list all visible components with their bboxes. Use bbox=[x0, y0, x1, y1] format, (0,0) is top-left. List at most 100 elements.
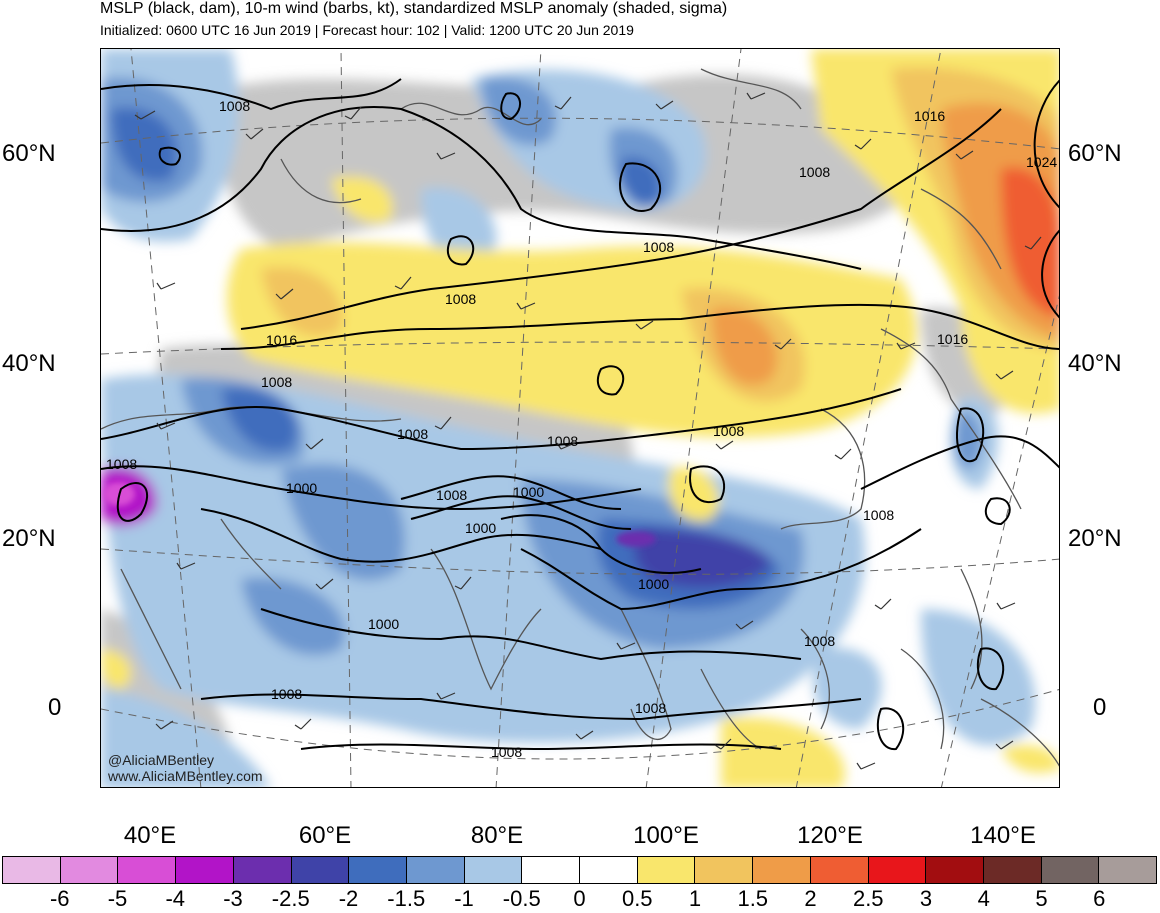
contour-label: 1008 bbox=[799, 164, 830, 180]
colorbar-swatch bbox=[810, 857, 869, 883]
colorbar-tick-label: -6 bbox=[49, 886, 70, 911]
colorbar-tick-label: -0.5 bbox=[502, 886, 541, 911]
negative-anomaly-light bbox=[813, 647, 882, 729]
contour-label: 1000 bbox=[465, 520, 496, 536]
contour-label: 1008 bbox=[445, 291, 476, 307]
positive-anomaly-severe bbox=[1001, 167, 1059, 319]
colorbar-tick-label: 6 bbox=[1093, 886, 1106, 911]
contour-label: 1000 bbox=[286, 480, 317, 496]
colorbar-swatch bbox=[868, 857, 927, 883]
contour-label: 1008 bbox=[261, 374, 292, 390]
contour-label: 1008 bbox=[436, 487, 467, 503]
colorbar-tick-label: 2.5 bbox=[852, 886, 884, 911]
colorbar-tick-label: 0 bbox=[573, 886, 586, 911]
credit-handle: @AliciaMBentley bbox=[108, 752, 215, 768]
colorbar-swatch bbox=[60, 857, 119, 883]
map-panel[interactable]: 1008 1016 1024 1008 1008 1016 1008 1008 … bbox=[100, 48, 1060, 788]
colorbar-tick-label: -1.5 bbox=[387, 886, 426, 911]
contour-label: 1016 bbox=[937, 331, 968, 347]
colorbar-swatch bbox=[983, 857, 1042, 883]
lon-label: 100°E bbox=[633, 822, 699, 849]
contour-label: 1008 bbox=[219, 98, 250, 114]
colorbar-swatch bbox=[695, 857, 754, 883]
colorbar-tick-label: 1 bbox=[688, 886, 702, 911]
colorbar-tick-label: -4 bbox=[165, 886, 186, 911]
lat-label-left: 0 bbox=[48, 694, 62, 721]
contour-label: 1016 bbox=[914, 108, 945, 124]
colorbar-swatch bbox=[580, 857, 638, 883]
colorbar-tick-label: 0.5 bbox=[621, 886, 653, 911]
colorbar-swatch bbox=[753, 857, 811, 883]
colorbar-swatch bbox=[464, 857, 523, 883]
colorbar-swatch bbox=[1041, 857, 1100, 883]
positive-anomaly-medium bbox=[261, 267, 343, 337]
contour-label: 1008 bbox=[491, 744, 522, 760]
lon-label: 60°E bbox=[298, 822, 352, 849]
wind-barbs bbox=[134, 92, 1042, 770]
isobars bbox=[101, 78, 1059, 751]
lat-label-left: 60°N bbox=[2, 140, 56, 167]
negative-anomaly-strong bbox=[111, 107, 178, 182]
contour-label: 1024 bbox=[1026, 154, 1057, 170]
lat-label-left: 40°N bbox=[2, 350, 56, 377]
contour-label: 1008 bbox=[547, 433, 578, 449]
colorbar-swatch bbox=[233, 857, 292, 883]
negative-anomaly-light bbox=[421, 187, 497, 267]
colorbar-tick-label: 2 bbox=[804, 886, 817, 911]
lon-label: 120°E bbox=[797, 822, 863, 849]
colorbar-tick-label: -5 bbox=[107, 886, 128, 911]
colorbar-swatch bbox=[926, 857, 984, 883]
negative-anomaly-strong bbox=[221, 387, 298, 452]
contour-label: 1016 bbox=[266, 332, 297, 348]
colorbar-swatch bbox=[637, 857, 696, 883]
negative-anomaly-light bbox=[101, 374, 865, 743]
negative-anomaly-medium bbox=[281, 463, 405, 581]
contour-label: 1008 bbox=[397, 426, 428, 442]
coastlines bbox=[101, 68, 1059, 767]
lon-label: 40°E bbox=[123, 822, 177, 849]
positive-anomaly-light bbox=[331, 176, 393, 223]
colorbar-tick-label: -3 bbox=[223, 886, 243, 911]
colorbar-swatch bbox=[349, 857, 407, 883]
contour-label: 1008 bbox=[863, 507, 894, 523]
colorbar-tick-label: 1.5 bbox=[737, 886, 769, 911]
contour-label: 1008 bbox=[643, 239, 674, 255]
colorbar bbox=[2, 856, 1157, 884]
contour-label: 1008 bbox=[635, 700, 666, 716]
lat-label-right: 20°N bbox=[1068, 525, 1122, 552]
contour-labels: 1008 1016 1024 1008 1008 1016 1008 1008 … bbox=[106, 98, 1057, 760]
colorbar-tick-label: -2.5 bbox=[271, 886, 310, 911]
colorbar-swatch bbox=[291, 857, 350, 883]
credit-website: www.AliciaMBentley.com bbox=[108, 768, 263, 784]
colorbar-swatch bbox=[406, 857, 465, 883]
colorbar-tick-label: 4 bbox=[977, 886, 990, 911]
negative-anomaly-light bbox=[921, 609, 1036, 746]
positive-anomaly-light bbox=[1001, 745, 1059, 773]
lon-label: 80°E bbox=[470, 822, 524, 849]
map-subtitle: Initialized: 0600 UTC 16 Jun 2019 | Fore… bbox=[100, 22, 634, 38]
lat-label-right: 40°N bbox=[1068, 350, 1122, 377]
positive-anomaly-light bbox=[721, 717, 845, 787]
positive-anomaly-strong bbox=[711, 307, 778, 386]
colorbar-swatch bbox=[118, 857, 177, 883]
map-title: MSLP (black, dam), 10-m wind (barbs, kt)… bbox=[100, 0, 728, 17]
contour-label: 1000 bbox=[513, 484, 544, 500]
colorbar-swatch bbox=[176, 857, 234, 883]
lat-label-right: 0 bbox=[1093, 694, 1107, 721]
colorbar-tick-label: 3 bbox=[919, 886, 933, 911]
map-canvas: 1008 1016 1024 1008 1008 1016 1008 1008 … bbox=[101, 49, 1059, 787]
contour-label: 1000 bbox=[638, 576, 669, 592]
colorbar-swatch bbox=[1099, 857, 1157, 883]
lat-label-right: 60°N bbox=[1068, 140, 1122, 167]
anomaly-shading bbox=[101, 49, 1059, 787]
lat-label-left: 20°N bbox=[2, 525, 56, 552]
colorbar-swatch bbox=[3, 857, 61, 883]
contour-label: 1000 bbox=[368, 616, 399, 632]
colorbar-swatch bbox=[522, 857, 581, 883]
contour-label: 1008 bbox=[106, 456, 137, 472]
negative-anomaly-light bbox=[101, 689, 270, 787]
colorbar-tick-label: -2 bbox=[338, 886, 359, 911]
positive-anomaly-light bbox=[101, 649, 132, 689]
contour-label: 1008 bbox=[804, 633, 835, 649]
colorbar-tick-label: -1 bbox=[454, 886, 474, 911]
